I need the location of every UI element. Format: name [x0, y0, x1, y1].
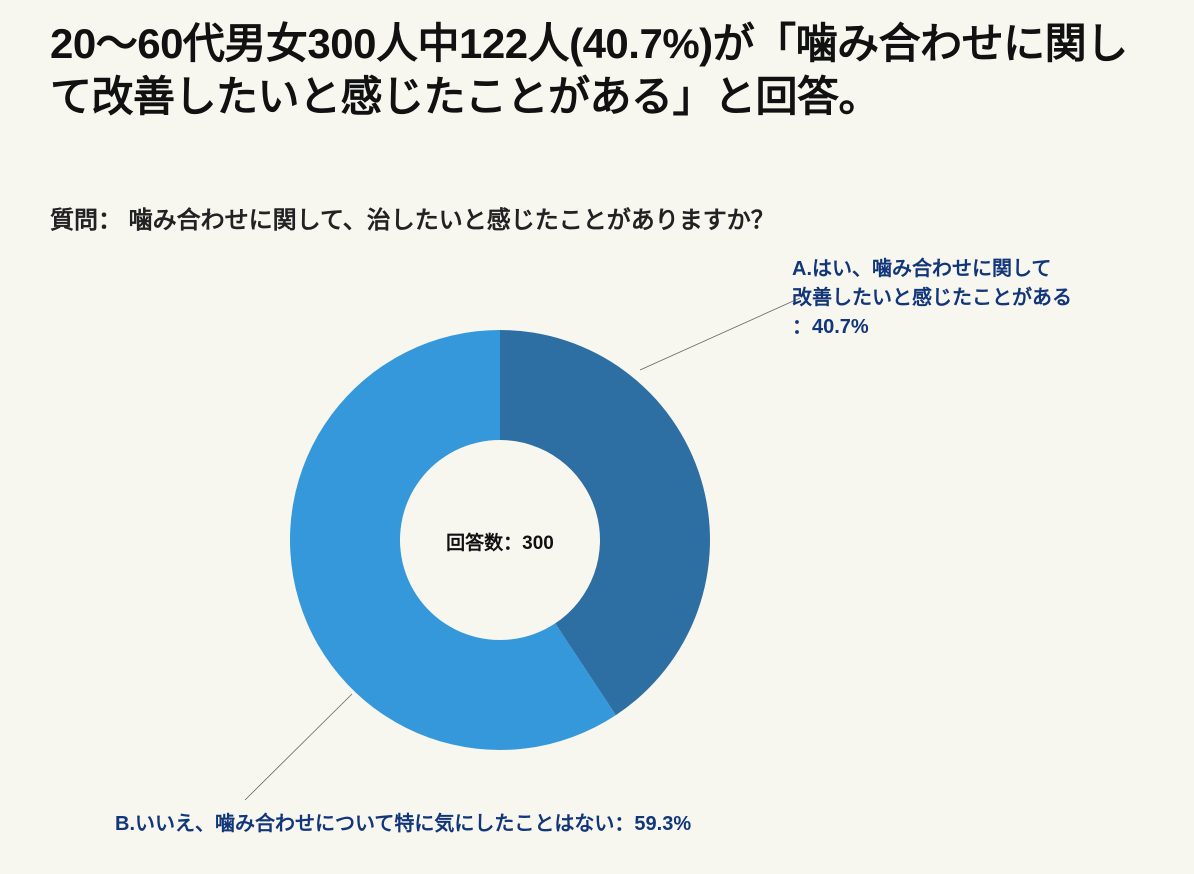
- donut-chart: [0, 0, 1194, 874]
- callout-a-line2: 改善したいと感じたことがある: [792, 284, 1072, 313]
- callout-a: A.はい、噛み合わせに関して 改善したいと感じたことがある ：40.7%: [792, 255, 1072, 342]
- center-count-label: 回答数：300: [440, 528, 560, 555]
- leader-line: [640, 298, 800, 370]
- callout-a-line3: ：40.7%: [792, 313, 1072, 342]
- leader-line: [245, 694, 352, 800]
- callout-a-line1: A.はい、噛み合わせに関して: [792, 255, 1072, 284]
- callout-b: B.いいえ、噛み合わせについて特に気にしたことはない：59.3%: [115, 810, 691, 839]
- callout-b-text: B.いいえ、噛み合わせについて特に気にしたことはない：59.3%: [115, 813, 691, 835]
